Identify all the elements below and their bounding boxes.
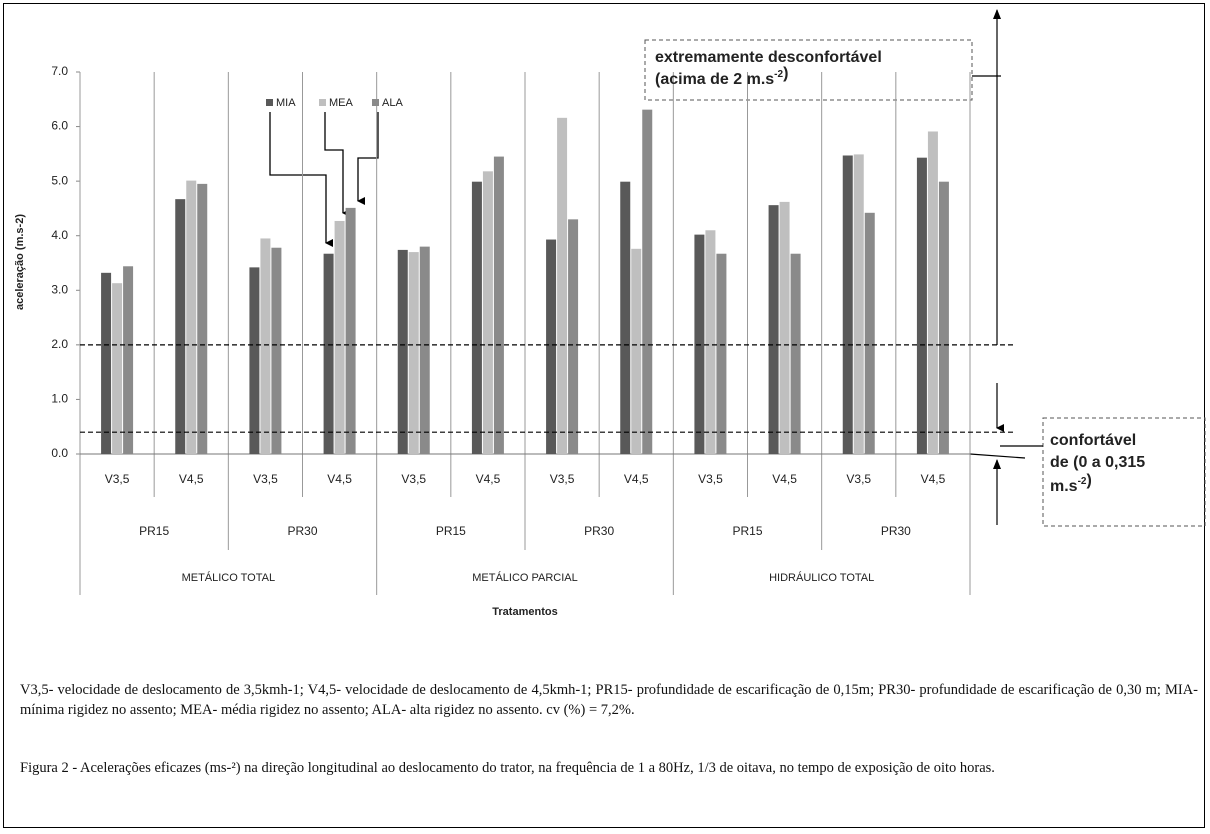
legend-swatch — [372, 99, 379, 106]
x-tick-label: V4,5 — [327, 472, 352, 486]
annotation-part: m.s — [1050, 478, 1078, 495]
x-tick-label: V4,5 — [476, 472, 501, 486]
annotation-part: -2 — [774, 69, 783, 80]
bar — [568, 219, 579, 454]
annotation-part: (acima de 2 m.s — [655, 71, 774, 88]
x-group-label: PR30 — [287, 524, 317, 538]
caption: Figura 2 - Acelerações eficazes (ms-²) n… — [20, 760, 995, 776]
bar — [123, 266, 134, 454]
bar — [768, 205, 779, 454]
y-tick-label: 3.0 — [51, 282, 68, 296]
bar — [853, 154, 864, 454]
bar — [620, 181, 631, 454]
bar — [790, 253, 801, 454]
x-tick-label: V3,5 — [401, 472, 426, 486]
bar — [101, 272, 112, 454]
annotation: (acima de 2 m.s-2) — [655, 65, 788, 88]
bar — [249, 267, 260, 454]
y-tick-label: 5.0 — [51, 173, 68, 187]
bar — [864, 212, 875, 454]
x-group-label: PR30 — [584, 524, 614, 538]
bar — [334, 220, 345, 454]
annotation-part: de (0 a 0,315 — [1050, 454, 1145, 471]
legend-label: ALA — [382, 97, 403, 109]
bar — [927, 131, 938, 455]
x-group-label: PR15 — [732, 524, 762, 538]
x-tick-label: V4,5 — [624, 472, 649, 486]
bar — [345, 207, 356, 454]
bar — [471, 181, 482, 454]
annotation-part: -2 — [1078, 476, 1087, 487]
bar — [557, 117, 568, 454]
x-group-label: PR15 — [436, 524, 466, 538]
bar — [493, 156, 504, 455]
bar — [271, 247, 282, 454]
notes: V3,5- velocidade de deslocamento de 3,5k… — [20, 682, 1198, 718]
x-group-label: PR30 — [881, 524, 911, 538]
x-tick-label: V4,5 — [921, 472, 946, 486]
x-axis-title: Tratamentos — [492, 606, 557, 618]
y-tick-label: 6.0 — [51, 119, 68, 133]
bar — [197, 183, 208, 454]
y-axis-title: aceleração (m.s-2) — [14, 214, 26, 310]
legend-swatch — [266, 99, 273, 106]
legend-label: MEA — [329, 97, 354, 109]
x-group-label: PR15 — [139, 524, 169, 538]
bar — [546, 239, 557, 454]
chart: aceleração (m.s-2) Tratamentos 0.0 1.0 2.0… — [14, 9, 1206, 618]
bar — [705, 230, 716, 454]
bar — [938, 181, 949, 454]
annotation-part: extremamente desconfortável — [655, 49, 882, 66]
annotation-part: confortável — [1050, 432, 1136, 449]
annotation-box — [644, 39, 973, 101]
bar — [175, 199, 186, 454]
x-tick-label: V4,5 — [772, 472, 797, 486]
bar — [408, 252, 419, 454]
x-tick-label: V4,5 — [179, 472, 204, 486]
bar — [642, 109, 653, 454]
x-tick-label: V3,5 — [253, 472, 278, 486]
bar — [916, 157, 927, 455]
x-group-label: METÁLICO PARCIAL — [472, 571, 578, 584]
x-tick-label: V3,5 — [105, 472, 130, 486]
bar — [397, 249, 408, 454]
annotation: confortável — [1050, 432, 1136, 449]
x-tick-label: V3,5 — [550, 472, 575, 486]
annotation: extremamente desconfortável — [655, 49, 882, 66]
annotation: de (0 a 0,315 — [1050, 454, 1145, 471]
annotation: m.s-2) — [1050, 472, 1092, 495]
bar — [112, 283, 123, 454]
legend-label: MIA — [276, 97, 296, 109]
x-tick-label: V3,5 — [698, 472, 723, 486]
bar — [631, 248, 642, 454]
bar — [323, 253, 334, 454]
bar — [842, 155, 853, 454]
bar — [779, 201, 790, 454]
bar — [482, 171, 493, 454]
x-group-label: HIDRÁULICO TOTAL — [769, 571, 874, 584]
annotation-arrows — [969, 9, 1043, 525]
x-group-label: METÁLICO TOTAL — [182, 571, 276, 584]
y-tick-label: 1.0 — [51, 392, 68, 406]
figure-frame — [3, 3, 1205, 828]
y-tick-label: 4.0 — [51, 228, 68, 242]
annotation-box — [1042, 417, 1206, 527]
y-tick-label: 0.0 — [51, 446, 68, 460]
bar — [260, 238, 271, 454]
legend-swatch — [319, 99, 326, 106]
y-tick-label: 7.0 — [51, 64, 68, 78]
x-tick-label: V3,5 — [846, 472, 871, 486]
bar — [419, 246, 430, 454]
annotation-part: ) — [1086, 472, 1091, 489]
bar — [186, 180, 197, 454]
bar — [716, 253, 727, 454]
y-tick-label: 2.0 — [51, 337, 68, 351]
annotation-part: ) — [783, 65, 788, 82]
legend-arrows — [269, 112, 379, 247]
